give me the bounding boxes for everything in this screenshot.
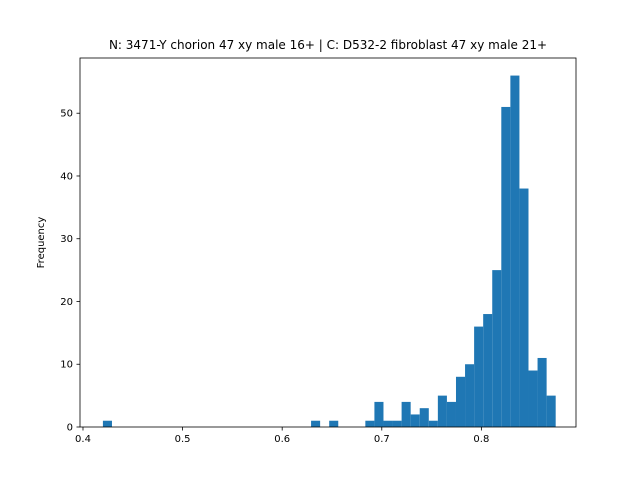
histogram-bar (465, 364, 475, 427)
histogram-bar (537, 357, 547, 427)
y-tick-label: 30 (60, 234, 73, 245)
bars-group (102, 75, 556, 428)
x-tick-label: 0.8 (473, 434, 489, 445)
histogram-bar (474, 326, 484, 427)
x-tick-label: 0.4 (75, 434, 91, 445)
histogram-bar (546, 395, 556, 427)
histogram-bar (311, 420, 321, 427)
histogram-bar (401, 401, 411, 427)
histogram-bar (102, 420, 112, 427)
y-tick-label: 20 (60, 297, 73, 308)
chart-title: N: 3471-Y chorion 47 xy male 16+ | C: D5… (109, 38, 547, 52)
histogram-bar (528, 370, 538, 427)
x-axis-ticks: 0.4 0.5 0.6 0.7 0.8 (75, 427, 489, 445)
histogram-bar (419, 408, 429, 427)
y-tick-label: 0 (67, 423, 73, 434)
y-tick-label: 40 (60, 171, 73, 182)
histogram-bar (329, 420, 339, 427)
histogram-bar (428, 420, 438, 427)
histogram-bar (492, 270, 502, 427)
x-tick-label: 0.5 (175, 434, 191, 445)
histogram-bar (392, 420, 402, 427)
histogram-bar (510, 75, 520, 428)
histogram-bar (410, 414, 420, 427)
histogram-bar (455, 376, 466, 427)
x-tick-label: 0.7 (374, 434, 390, 445)
y-tick-label: 10 (60, 360, 73, 371)
histogram-bar (383, 420, 393, 427)
histogram-bar (374, 401, 384, 427)
y-axis-label: Frequency (36, 217, 47, 269)
histogram-bar (483, 314, 493, 427)
histogram-bar (446, 401, 456, 427)
histogram-bar (437, 395, 447, 427)
histogram-bar (365, 420, 375, 427)
histogram-bar (519, 188, 529, 427)
y-tick-label: 50 (60, 109, 73, 120)
y-axis-ticks: 0 10 20 30 40 50 (60, 109, 80, 434)
histogram-bar (501, 106, 511, 428)
x-tick-label: 0.6 (274, 434, 290, 445)
plot-frame (79, 57, 577, 428)
